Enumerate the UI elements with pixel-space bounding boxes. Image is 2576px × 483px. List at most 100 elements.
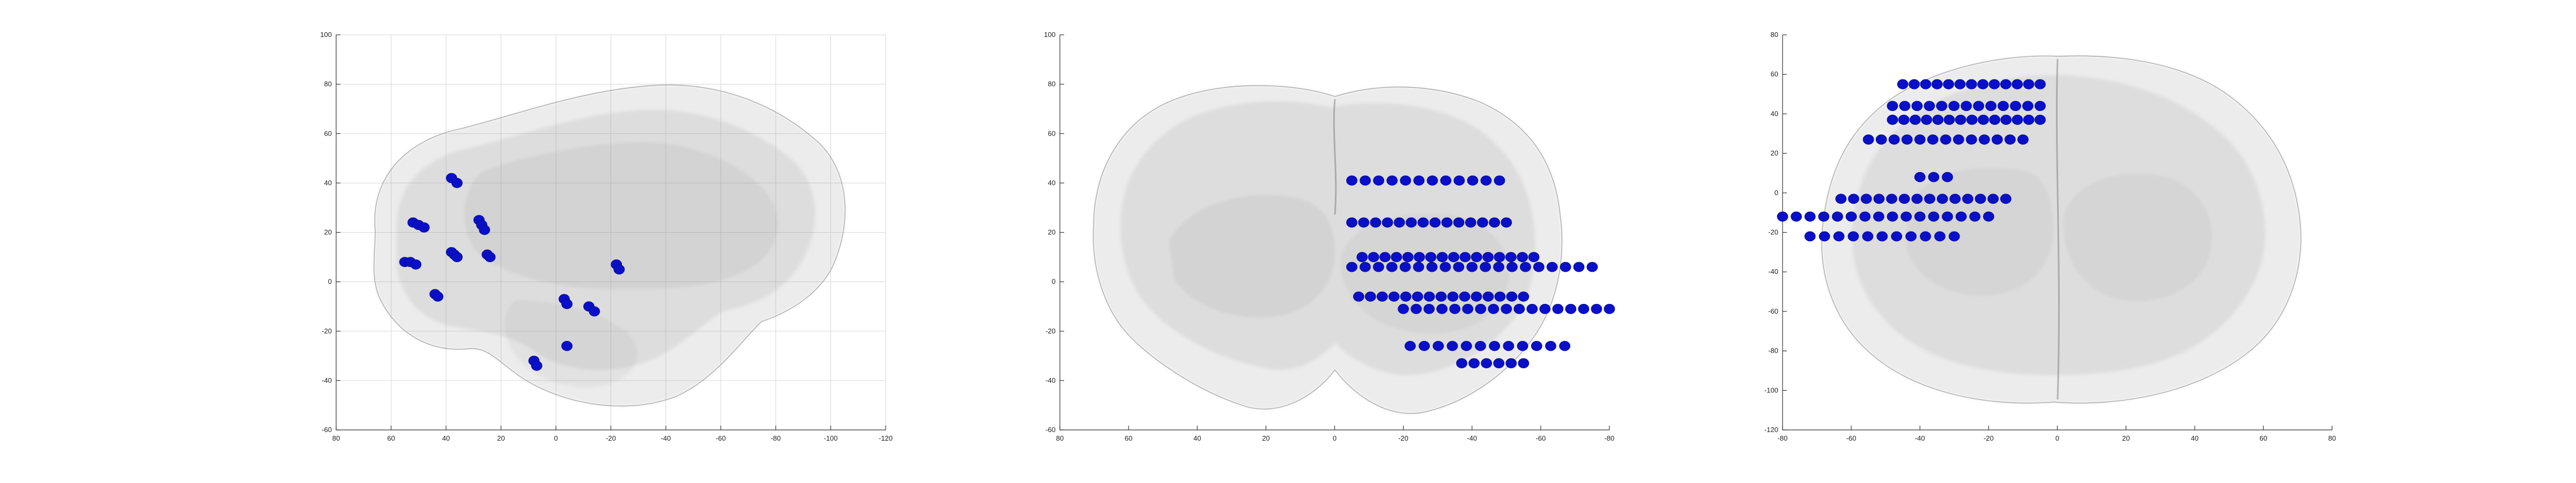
axial-electrode-point bbox=[1898, 194, 1910, 204]
coronal-electrode-point bbox=[1489, 217, 1501, 228]
coronal-electrode-point bbox=[1399, 262, 1411, 272]
axial-electrode-point bbox=[1932, 115, 1944, 125]
axial-electrode-point bbox=[1936, 101, 1948, 112]
sagittal-x-tick-label: -20 bbox=[606, 434, 616, 442]
axial-electrode-point bbox=[2010, 101, 2021, 112]
coronal-electrode-point bbox=[1453, 262, 1465, 272]
axial-electrode-point bbox=[1927, 134, 1939, 145]
axial-electrode-point bbox=[1847, 231, 1859, 242]
axial-electrode-point bbox=[1973, 101, 1985, 112]
axial-electrode-point bbox=[1887, 101, 1898, 112]
axial-y-tick-label: -20 bbox=[1768, 228, 1778, 236]
axial-electrode-point bbox=[1909, 115, 1921, 125]
coronal-electrode-point bbox=[1531, 340, 1542, 351]
axial-electrode-point bbox=[1920, 79, 1932, 90]
coronal-x-tick-label: 60 bbox=[1125, 434, 1132, 442]
sagittal-electrodes bbox=[399, 173, 625, 371]
coronal-electrode-point bbox=[1475, 303, 1487, 314]
axial-electrode-point bbox=[1969, 211, 1981, 222]
axial-electrode-point bbox=[1888, 134, 1900, 145]
coronal-electrodes bbox=[1346, 175, 1615, 369]
coronal-electrode-point bbox=[1467, 175, 1479, 186]
sagittal-electrode-point bbox=[451, 252, 463, 262]
axial-electrode-point bbox=[1928, 211, 1940, 222]
sagittal-electrode-point bbox=[613, 264, 625, 274]
coronal-electrode-point bbox=[1425, 252, 1437, 262]
coronal-electrode-point bbox=[1518, 358, 1530, 369]
axial-electrode-point bbox=[1966, 115, 1978, 125]
coronal-electrode-point bbox=[1480, 262, 1491, 272]
axial-y-tick-label: 0 bbox=[1775, 189, 1778, 197]
coronal-electrode-point bbox=[1448, 252, 1459, 262]
axial-electrode-point bbox=[1914, 134, 1926, 145]
sagittal-electrode-point bbox=[484, 252, 496, 262]
axial-electrodes bbox=[1777, 79, 2046, 242]
axial-electrode-point bbox=[2023, 115, 2035, 125]
coronal-y-tick-label: 40 bbox=[1048, 179, 1056, 187]
coronal-electrode-point bbox=[1560, 262, 1571, 272]
sagittal-y-tick-label: 0 bbox=[328, 278, 332, 286]
axial-electrode-point bbox=[1804, 231, 1816, 242]
sagittal-x-tick-label: -40 bbox=[661, 434, 671, 442]
coronal-electrode-point bbox=[1423, 291, 1435, 302]
sagittal-x-tick-label: 40 bbox=[442, 434, 450, 442]
sagittal-y-tick-label: 40 bbox=[324, 179, 332, 187]
coronal-electrode-point bbox=[1503, 340, 1515, 351]
coronal-electrode-point bbox=[1506, 262, 1518, 272]
sagittal-y-tick-label: -60 bbox=[322, 426, 332, 434]
coronal-electrode-point bbox=[1565, 303, 1577, 314]
sagittal-electrode-point bbox=[418, 222, 430, 233]
sagittal-brain-silhouette bbox=[374, 85, 845, 406]
coronal-electrode-point bbox=[1413, 262, 1424, 272]
sagittal-y-tick-label: 20 bbox=[324, 228, 332, 236]
sagittal-x-tick-label: -60 bbox=[716, 434, 726, 442]
axial-electrode-point bbox=[1832, 211, 1843, 222]
axial-x-tick-label: -20 bbox=[1984, 434, 1994, 442]
coronal-electrode-point bbox=[1423, 303, 1435, 314]
sagittal-x-tick-label: -80 bbox=[771, 434, 781, 442]
coronal-electrode-point bbox=[1439, 262, 1451, 272]
axial-x-tick-label: 40 bbox=[2191, 434, 2199, 442]
axial-electrode-point bbox=[1901, 211, 1912, 222]
panel-sagittal: 80 60 40 20 0 -20 -40 -60 -80 -100 -120 100 80 60 40 20… bbox=[320, 31, 893, 442]
axial-electrode-point bbox=[1955, 115, 1966, 125]
coronal-electrode-point bbox=[1465, 217, 1476, 228]
axial-electrode-point bbox=[1860, 194, 1872, 204]
coronal-electrode-point bbox=[1494, 175, 1505, 186]
sagittal-electrode-point bbox=[531, 360, 543, 371]
axial-electrode-point bbox=[1875, 134, 1887, 145]
coronal-electrode-point bbox=[1546, 262, 1558, 272]
coronal-electrode-point bbox=[1520, 262, 1531, 272]
coronal-electrode-point bbox=[1481, 358, 1493, 369]
coronal-y-tick-label: 80 bbox=[1048, 80, 1056, 88]
axial-electrode-point bbox=[2011, 79, 2023, 90]
axial-y-tick-label: -80 bbox=[1768, 347, 1778, 355]
coronal-electrode-point bbox=[1459, 252, 1471, 262]
axial-electrode-point bbox=[1931, 79, 1943, 90]
sagittal-electrode-point bbox=[561, 299, 573, 309]
axial-electrode-point bbox=[1998, 101, 2009, 112]
panel-axial: -80 -60 -40 -20 0 20 40 60 80 80 60 40 20 0 -20 -40 -60 -… bbox=[1764, 31, 2336, 442]
axial-x-tick-label: 0 bbox=[2055, 434, 2059, 442]
coronal-electrode-point bbox=[1578, 303, 1590, 314]
axial-electrode-point bbox=[1949, 194, 1961, 204]
coronal-electrode-point bbox=[1436, 303, 1448, 314]
coronal-electrode-point bbox=[1591, 303, 1602, 314]
sagittal-electrode-point bbox=[432, 291, 444, 302]
coronal-electrode-point bbox=[1453, 175, 1465, 186]
coronal-electrode-point bbox=[1400, 175, 1412, 186]
panel-coronal: 80 60 40 20 0 -20 -40 -60 -80 100 80 60 40 20 0 -20 -40 -… bbox=[1044, 31, 1615, 442]
axial-y-tick-label: -120 bbox=[1764, 426, 1778, 434]
coronal-electrode-point bbox=[1480, 175, 1492, 186]
coronal-x-tick-label: 20 bbox=[1262, 434, 1270, 442]
sagittal-y-tick-label: 100 bbox=[320, 31, 332, 39]
axial-electrode-point bbox=[1987, 194, 1999, 204]
coronal-electrode-point bbox=[1471, 291, 1482, 302]
axial-electrode-point bbox=[1891, 231, 1903, 242]
coronal-electrode-point bbox=[1376, 291, 1388, 302]
coronal-electrode-point bbox=[1468, 358, 1480, 369]
coronal-electrode-point bbox=[1460, 340, 1472, 351]
coronal-axes: 80 60 40 20 0 -20 -40 -60 -80 100 80 60 40 20 0 -20 -40 -… bbox=[1044, 31, 1614, 442]
coronal-electrode-point bbox=[1493, 358, 1505, 369]
coronal-electrode-point bbox=[1372, 262, 1384, 272]
